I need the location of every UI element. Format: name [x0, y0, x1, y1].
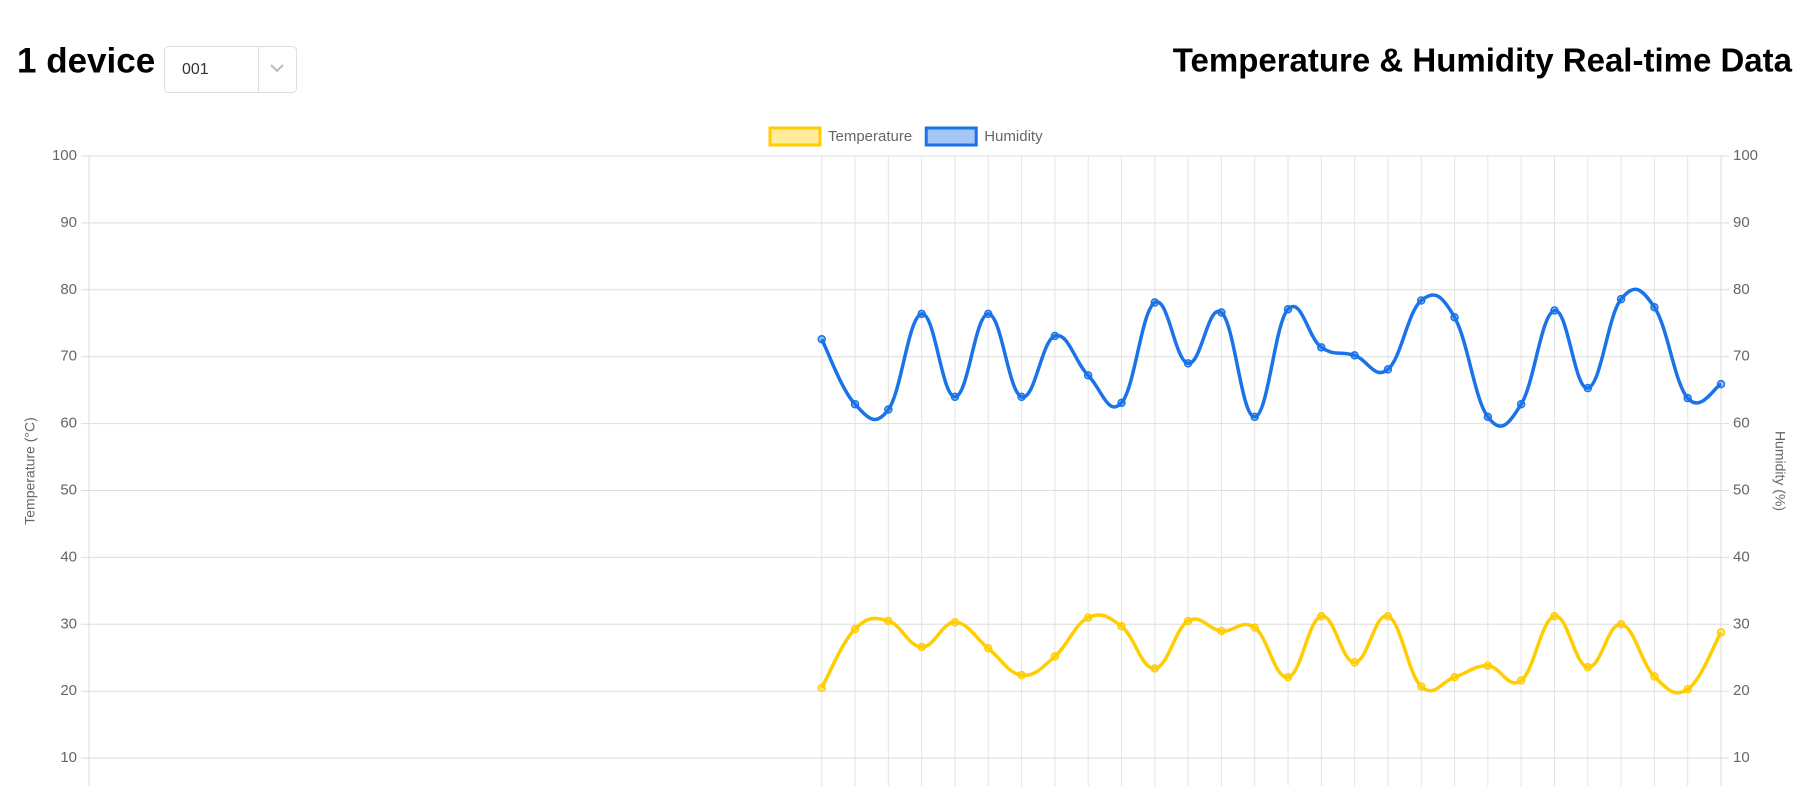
select-box[interactable] — [164, 46, 297, 93]
data-point — [1716, 379, 1726, 389]
y-tick-label: 90 — [60, 214, 77, 231]
y-tick-label: 70 — [60, 348, 77, 365]
data-point — [1317, 612, 1326, 621]
data-point — [817, 683, 826, 693]
y-axis-title: Temperature (°C) — [22, 417, 38, 525]
data-point — [1217, 308, 1226, 317]
y2-tick-label: 70 — [1733, 348, 1750, 365]
data-point — [1550, 612, 1559, 621]
data-point — [984, 644, 993, 653]
y-tick-label: 10 — [60, 749, 77, 766]
data-point — [1650, 672, 1659, 681]
data-point — [884, 616, 893, 626]
device-select[interactable]: 001 — [164, 46, 297, 93]
legend-swatch — [768, 126, 822, 147]
data-point — [1283, 672, 1293, 682]
data-point — [1050, 331, 1060, 341]
data-point — [1450, 312, 1459, 322]
data-point — [1450, 672, 1459, 682]
legend-swatch — [924, 126, 978, 147]
series-line — [820, 613, 1723, 695]
data-point — [1183, 359, 1193, 368]
y2-tick-label: 30 — [1733, 615, 1750, 632]
data-point — [950, 392, 960, 402]
data-point — [1416, 296, 1426, 305]
data-point — [1516, 399, 1526, 409]
data-point — [917, 309, 926, 319]
data-point — [1317, 343, 1326, 352]
y-tick-label: 20 — [60, 682, 77, 699]
data-point — [1217, 626, 1226, 636]
data-point — [1050, 652, 1060, 661]
data-point — [1616, 620, 1626, 629]
y-tick-label: 30 — [60, 615, 77, 632]
data-point — [1383, 612, 1393, 621]
legend-label: Temperature — [828, 128, 912, 145]
select-value: 001 — [182, 61, 209, 78]
data-point — [817, 335, 826, 344]
data-point — [1716, 628, 1726, 637]
data-point — [1350, 658, 1359, 667]
data-point — [1483, 661, 1493, 671]
data-point — [1150, 298, 1160, 307]
y2-tick-label: 10 — [1733, 749, 1750, 766]
chevron — [270, 64, 284, 73]
page-title: Temperature & Humidity Real-time Data — [1173, 42, 1793, 79]
data-point — [1583, 662, 1593, 672]
data-point — [1150, 664, 1160, 673]
data-point — [1416, 682, 1426, 691]
y2-tick-label: 100 — [1733, 147, 1758, 164]
data-point — [1383, 365, 1393, 374]
data-point — [1117, 622, 1126, 631]
data-point — [1550, 306, 1559, 315]
y2-tick-label: 20 — [1733, 682, 1750, 699]
data-point — [1250, 623, 1259, 632]
y2-axis-title: Humidity (%) — [1772, 431, 1788, 511]
data-point — [984, 309, 993, 319]
data-point — [917, 642, 926, 652]
legend-label: Humidity — [984, 128, 1043, 145]
device-count: 1 device — [17, 41, 155, 80]
data-point — [850, 624, 860, 634]
data-point — [1516, 676, 1526, 685]
data-point — [1250, 412, 1259, 422]
y-tick-label: 60 — [60, 415, 77, 432]
data-point — [1017, 392, 1026, 402]
y-tick-label: 50 — [60, 481, 77, 498]
data-point — [1183, 616, 1193, 626]
series-line — [820, 287, 1723, 428]
data-point — [950, 618, 960, 627]
data-point — [1350, 351, 1359, 360]
data-point — [1117, 398, 1126, 408]
data-point — [1616, 294, 1626, 304]
data-point — [1283, 304, 1293, 314]
y2-tick-label: 80 — [1733, 281, 1750, 298]
data-point — [1083, 613, 1093, 622]
data-point — [1017, 670, 1026, 680]
data-point — [884, 405, 893, 414]
y2-tick-label: 60 — [1733, 415, 1750, 432]
data-point — [850, 399, 860, 409]
y-tick-label: 100 — [52, 147, 77, 164]
data-point — [1083, 371, 1093, 380]
data-point — [1683, 684, 1692, 694]
y2-tick-label: 90 — [1733, 214, 1750, 231]
y2-tick-label: 40 — [1733, 548, 1750, 565]
data-point — [1683, 393, 1692, 403]
y-tick-label: 80 — [60, 281, 77, 298]
data-point — [1650, 302, 1659, 312]
y2-tick-label: 50 — [1733, 481, 1750, 498]
data-point — [1483, 412, 1493, 422]
data-point — [1583, 383, 1593, 393]
y-tick-label: 40 — [60, 548, 77, 565]
